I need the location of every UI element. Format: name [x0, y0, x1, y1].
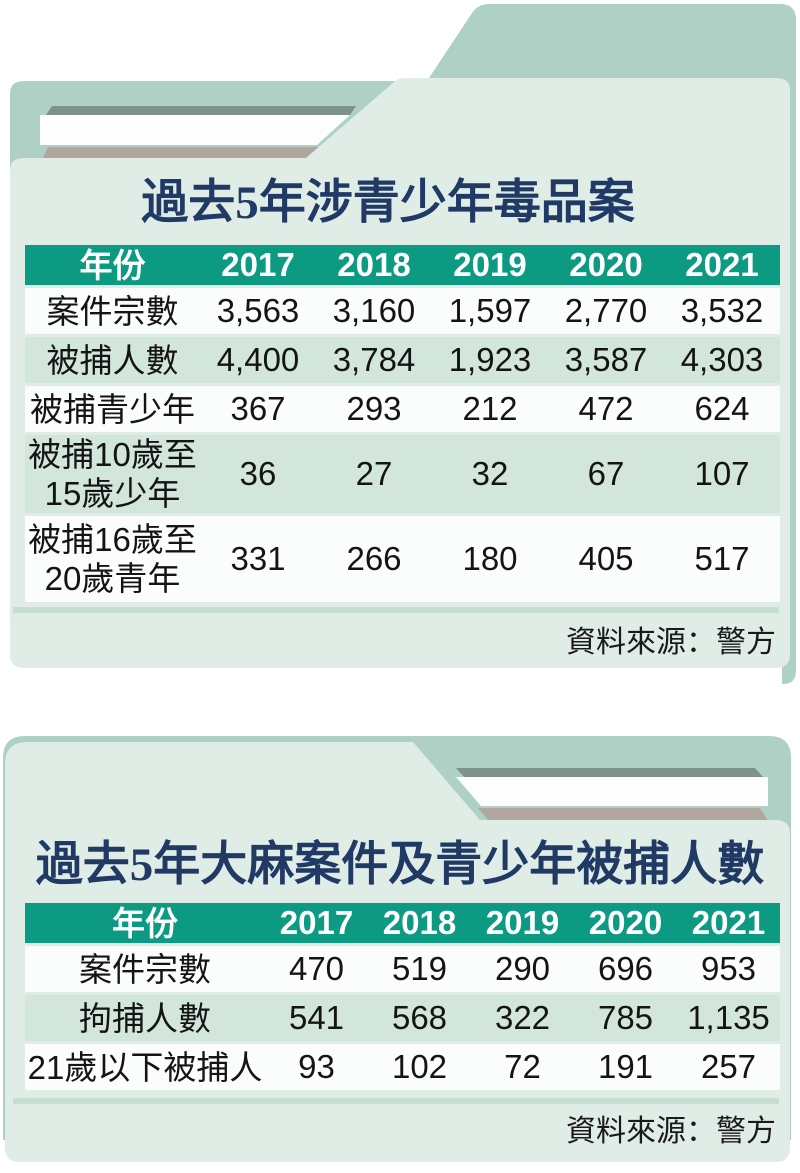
value-cell: 4,303	[680, 341, 764, 378]
value-cell: 93	[298, 1048, 335, 1085]
source-note-2: 資料來源：警方	[566, 1115, 776, 1148]
value-cell: 3,160	[332, 292, 416, 329]
row-label: 被捕16歲至 20歲青年	[25, 516, 200, 602]
value-cell: 67	[587, 455, 625, 492]
value-cell: 1,597	[448, 292, 532, 329]
header-year: 2018	[337, 246, 411, 283]
value-cell: 3,532	[680, 292, 764, 329]
row-label-line: 15歲少年	[44, 475, 181, 512]
row-label: 案件宗數	[25, 946, 265, 992]
value-cell: 470	[288, 950, 345, 987]
value-cell: 32	[471, 455, 509, 492]
row-label-line: 20歲青年	[44, 560, 181, 597]
header-year: 2019	[485, 904, 560, 941]
value-cell: 191	[597, 1048, 654, 1085]
header-year: 2021	[685, 246, 759, 283]
row-label: 案件宗數	[25, 288, 200, 334]
value-cell: 72	[504, 1048, 541, 1085]
value-cell: 953	[700, 950, 757, 987]
row-label: 被捕人數	[25, 337, 200, 383]
value-cell: 102	[391, 1048, 448, 1085]
value-cell: 27	[355, 455, 393, 492]
row-label-line: 拘捕人數	[79, 999, 211, 1037]
table-row: 案件宗數 3,563 3,160 1,597 2,770 3,532	[25, 288, 780, 334]
value-cell: 3,563	[216, 292, 300, 329]
paper-white-sheet	[456, 777, 768, 806]
table-row: 21歲以下被捕人 93 102 72 191 257	[25, 1044, 780, 1090]
row-label-line: 案件宗數	[79, 950, 211, 988]
table-row: 被捕青少年 367 293 212 472 624	[25, 386, 780, 432]
value-cell: 290	[494, 950, 551, 987]
value-cell: 107	[694, 455, 750, 492]
drug-cases-table: 年份 2017 2018 2019 2020 2021 案件宗數 3,563 3…	[25, 245, 780, 602]
table-row: 被捕人數 4,400 3,784 1,923 3,587 4,303	[25, 337, 780, 383]
header-year: 2017	[279, 904, 354, 941]
paper-dark-strip	[456, 768, 763, 777]
infographic-title-2: 過去5年大麻案件及青少年被捕人數	[35, 839, 765, 891]
paper-taupe-strip	[478, 808, 768, 821]
header-year-label: 年份	[79, 246, 146, 284]
value-cell: 3,784	[332, 341, 416, 378]
value-cell: 517	[694, 540, 750, 577]
value-cell: 257	[700, 1048, 757, 1085]
row-label: 被捕10歲至 15歲少年	[25, 435, 200, 513]
cannabis-cases-table: 年份 2017 2018 2019 2020 2021 案件宗數 470 519…	[25, 903, 780, 1090]
value-cell: 212	[462, 390, 518, 427]
paper-taupe-strip	[42, 147, 322, 160]
row-label-line: 被捕16歲至	[28, 521, 197, 558]
infographic-title-1: 過去5年涉青少年毒品案	[141, 177, 635, 229]
value-cell: 519	[391, 950, 448, 987]
value-cell: 785	[597, 999, 654, 1036]
header-year: 2019	[453, 246, 527, 283]
table-row: 案件宗數 470 519 290 696 953	[25, 946, 780, 992]
row-label-line: 21歲以下被捕人	[27, 1048, 263, 1086]
table-header-row: 年份 2017 2018 2019 2020 2021	[25, 245, 780, 285]
value-cell: 696	[597, 950, 654, 987]
value-cell: 472	[578, 390, 634, 427]
value-cell: 266	[346, 540, 402, 577]
value-cell: 624	[694, 390, 750, 427]
source-note-1: 資料來源：警方	[566, 626, 776, 659]
value-cell: 568	[391, 999, 448, 1036]
paper-dark-strip	[46, 106, 356, 115]
value-cell: 331	[230, 540, 286, 577]
header-year-label: 年份	[112, 904, 178, 942]
value-cell: 2,770	[564, 292, 648, 329]
value-cell: 1,135	[687, 999, 770, 1036]
header-year: 2020	[569, 246, 643, 283]
divider-strip	[13, 1098, 779, 1104]
header-year: 2018	[382, 904, 457, 941]
table-row: 拘捕人數 541 568 322 785 1,135	[25, 995, 780, 1041]
value-cell: 367	[230, 390, 286, 427]
value-cell: 180	[462, 540, 518, 577]
header-year: 2021	[691, 904, 766, 941]
row-label-line: 案件宗數	[46, 292, 179, 330]
value-cell: 1,923	[448, 341, 532, 378]
row-label-line: 被捕青少年	[30, 390, 195, 428]
value-cell: 4,400	[216, 341, 300, 378]
header-year: 2020	[588, 904, 663, 941]
value-cell: 293	[346, 390, 402, 427]
value-cell: 322	[494, 999, 551, 1036]
value-cell: 541	[288, 999, 345, 1036]
value-cell: 405	[578, 540, 634, 577]
row-label: 被捕青少年	[25, 386, 200, 432]
table-header-row: 年份 2017 2018 2019 2020 2021	[25, 903, 780, 943]
row-label: 拘捕人數	[25, 995, 265, 1041]
value-cell: 3,587	[564, 341, 648, 378]
value-cell: 36	[239, 455, 277, 492]
table-row: 被捕10歲至 15歲少年 36 27 32 67 107	[25, 435, 780, 513]
header-year: 2017	[221, 246, 295, 283]
paper-white-sheet	[40, 115, 350, 145]
divider-strip	[13, 607, 779, 613]
row-label-line: 被捕10歲至	[28, 436, 197, 473]
row-label-line: 被捕人數	[46, 341, 179, 379]
table-row: 被捕16歲至 20歲青年 331 266 180 405 517	[25, 516, 780, 602]
row-label: 21歲以下被捕人	[25, 1044, 265, 1090]
